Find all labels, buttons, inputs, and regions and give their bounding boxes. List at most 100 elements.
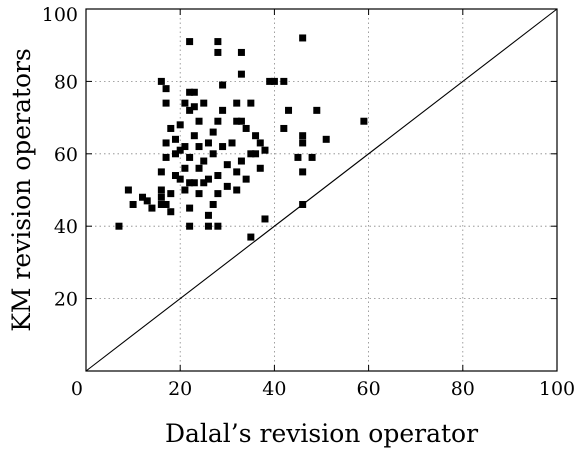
data-point: [195, 143, 203, 151]
reference-diagonal-line: [85, 8, 558, 372]
data-point: [308, 153, 316, 161]
x-tick-label: 20: [168, 378, 192, 400]
data-point: [143, 197, 151, 205]
data-point: [237, 157, 245, 165]
data-point: [233, 168, 241, 176]
data-point: [204, 175, 212, 183]
data-point: [285, 106, 293, 114]
data-point: [171, 172, 179, 180]
data-point: [129, 200, 137, 208]
data-point: [261, 146, 269, 154]
data-point: [186, 204, 194, 212]
data-point: [176, 175, 184, 183]
data-point: [270, 77, 278, 85]
y-tick-label: 80: [54, 71, 78, 93]
data-point: [299, 132, 307, 140]
data-point: [299, 139, 307, 147]
data-point: [190, 179, 198, 187]
data-point: [186, 106, 194, 114]
data-point: [209, 128, 217, 136]
data-point: [200, 99, 208, 107]
data-point: [214, 190, 222, 198]
data-points: [115, 34, 368, 241]
data-point: [190, 132, 198, 140]
data-point: [115, 222, 123, 230]
data-point: [209, 150, 217, 158]
data-point: [266, 77, 274, 85]
data-point: [157, 200, 165, 208]
data-point: [223, 182, 231, 190]
data-point: [219, 106, 227, 114]
data-point: [322, 135, 330, 143]
data-point: [181, 186, 189, 194]
data-point: [157, 168, 165, 176]
data-point: [294, 153, 302, 161]
x-tick-label: 80: [451, 378, 475, 400]
data-point: [360, 117, 368, 125]
data-point: [219, 143, 227, 151]
data-point: [252, 150, 260, 158]
data-point: [167, 190, 175, 198]
data-point: [219, 81, 227, 89]
data-point: [261, 215, 269, 223]
data-point: [186, 38, 194, 46]
data-point: [214, 38, 222, 46]
data-point: [176, 146, 184, 154]
data-point: [242, 175, 250, 183]
data-point: [228, 139, 236, 147]
data-point: [313, 106, 321, 114]
data-point: [190, 88, 198, 96]
data-point: [214, 222, 222, 230]
data-point: [214, 48, 222, 56]
x-tick-label: 60: [357, 378, 381, 400]
data-point: [204, 222, 212, 230]
data-point: [233, 186, 241, 194]
y-tick-label: 100: [42, 4, 78, 26]
data-point: [204, 211, 212, 219]
x-axis-label: Dalal’s revision operator: [165, 419, 478, 448]
data-point: [148, 204, 156, 212]
data-point: [209, 200, 217, 208]
data-point: [247, 233, 255, 241]
data-point: [242, 124, 250, 132]
data-point: [204, 139, 212, 147]
data-point: [181, 143, 189, 151]
x-tick-label: 100: [539, 378, 575, 400]
data-point: [252, 132, 260, 140]
x-axis-ticks: 0 20 40 60 80 100: [71, 9, 575, 400]
data-point: [162, 99, 170, 107]
x-tick-label: 0: [71, 378, 83, 400]
y-axis-ticks: 20 40 60 80 100: [42, 4, 557, 311]
data-point: [195, 164, 203, 172]
data-point: [124, 186, 132, 194]
data-point: [223, 161, 231, 169]
data-point: [200, 179, 208, 187]
data-point: [181, 164, 189, 172]
grid: [86, 9, 557, 371]
data-point: [186, 179, 194, 187]
data-point: [157, 186, 165, 194]
data-point: [139, 193, 147, 201]
data-point: [214, 117, 222, 125]
data-point: [171, 150, 179, 158]
data-point: [299, 168, 307, 176]
data-point: [280, 124, 288, 132]
data-point: [200, 157, 208, 165]
x-tick-label: 40: [262, 378, 286, 400]
y-tick-label: 40: [54, 216, 78, 238]
data-point: [237, 117, 245, 125]
data-point: [237, 48, 245, 56]
data-point: [299, 34, 307, 42]
data-point: [186, 153, 194, 161]
data-point: [162, 85, 170, 93]
data-point: [190, 103, 198, 111]
data-point: [167, 124, 175, 132]
data-point: [162, 139, 170, 147]
data-point: [233, 117, 241, 125]
y-axis-label: KM revision operators: [7, 48, 36, 332]
data-point: [162, 200, 170, 208]
data-point: [157, 77, 165, 85]
data-point: [195, 117, 203, 125]
data-point: [247, 150, 255, 158]
data-point: [157, 193, 165, 201]
